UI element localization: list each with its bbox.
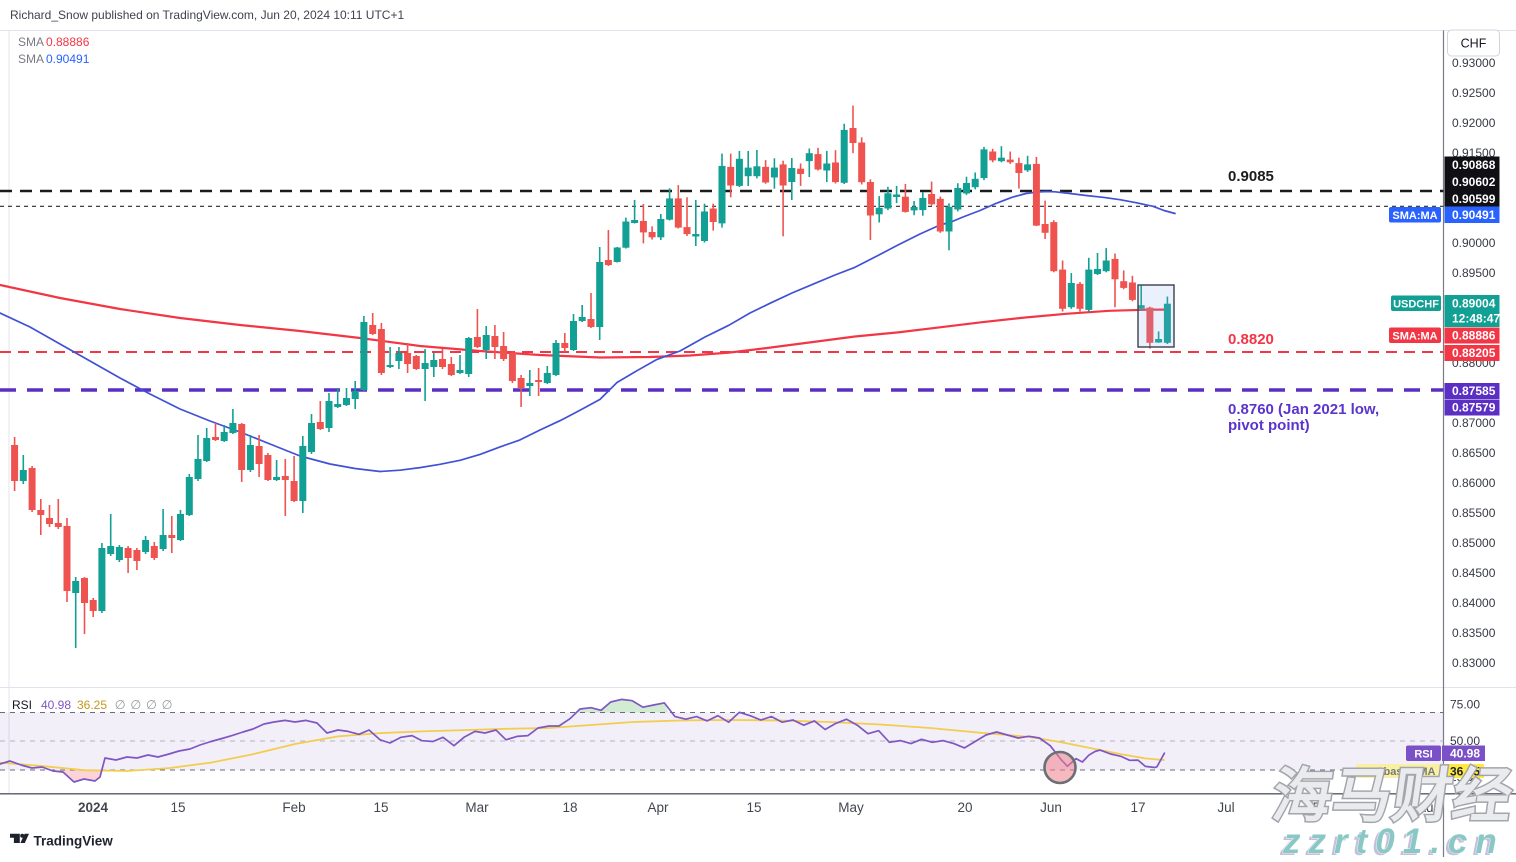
svg-text:15: 15 (373, 800, 388, 815)
svg-text:40.98: 40.98 (41, 698, 71, 712)
svg-text:0.88205: 0.88205 (1452, 346, 1496, 360)
svg-text:0.87585: 0.87585 (1452, 384, 1496, 398)
svg-text:17: 17 (1130, 800, 1145, 815)
svg-text:0.83500: 0.83500 (1452, 626, 1496, 640)
svg-text:Jul: Jul (1217, 800, 1234, 815)
svg-text:RSI-based MA: RSI-based MA (1362, 766, 1436, 778)
svg-text:USDCHF: USDCHF (1393, 298, 1439, 310)
svg-text:∅: ∅ (115, 698, 126, 712)
svg-text:2024: 2024 (78, 800, 109, 815)
svg-text:SMA:MA: SMA:MA (1392, 330, 1437, 342)
svg-text:50.00: 50.00 (1450, 734, 1480, 748)
svg-text:0.92000: 0.92000 (1452, 116, 1496, 130)
svg-text:SMA: SMA (18, 35, 44, 49)
svg-text:20: 20 (957, 800, 972, 815)
svg-text:0.90599: 0.90599 (1452, 192, 1496, 206)
svg-text:∅: ∅ (162, 698, 173, 712)
svg-text:0.93000: 0.93000 (1452, 56, 1496, 70)
svg-text:海马财经: 海马财经 (1269, 762, 1516, 829)
svg-text:May: May (838, 800, 864, 815)
svg-text:zzrt01.cn: zzrt01.cn (1279, 824, 1502, 857)
svg-text:18: 18 (562, 800, 577, 815)
svg-text:SMA:MA: SMA:MA (1392, 210, 1437, 222)
svg-text:pivot point): pivot point) (1228, 417, 1310, 434)
svg-text:Feb: Feb (282, 800, 305, 815)
svg-text:0.90602: 0.90602 (1452, 175, 1496, 189)
svg-text:0.89500: 0.89500 (1452, 266, 1496, 280)
svg-text:15: 15 (170, 800, 185, 815)
svg-text:0.90491: 0.90491 (46, 52, 90, 66)
svg-text:0.85000: 0.85000 (1452, 536, 1496, 550)
svg-text:Aug: Aug (1417, 800, 1441, 815)
svg-text:0.84000: 0.84000 (1452, 596, 1496, 610)
svg-text:0.87579: 0.87579 (1452, 401, 1496, 415)
svg-text:TradingView: TradingView (34, 834, 114, 849)
svg-text:zzrt01.cn: zzrt01.cn (1282, 822, 1505, 857)
svg-text:15: 15 (1305, 800, 1320, 815)
svg-text:0.8760 (Jan 2021 low,: 0.8760 (Jan 2021 low, (1228, 401, 1379, 418)
svg-text:Richard_Snow published on Trad: Richard_Snow published on TradingView.co… (10, 8, 404, 22)
svg-text:36.25: 36.25 (1450, 765, 1480, 779)
svg-text:SMA: SMA (18, 52, 44, 66)
svg-text:RSI: RSI (1414, 748, 1432, 760)
svg-text:0.85500: 0.85500 (1452, 506, 1496, 520)
svg-text:CHF: CHF (1461, 37, 1487, 51)
svg-text:0.90000: 0.90000 (1452, 236, 1496, 250)
svg-text:75.00: 75.00 (1450, 697, 1480, 711)
svg-text:0.83000: 0.83000 (1452, 656, 1496, 670)
svg-text:Mar: Mar (465, 800, 489, 815)
svg-text:0.84500: 0.84500 (1452, 566, 1496, 580)
svg-text:0.88886: 0.88886 (46, 35, 90, 49)
svg-text:36.25: 36.25 (77, 698, 107, 712)
svg-text:0.88886: 0.88886 (1452, 329, 1496, 343)
svg-text:∅: ∅ (130, 698, 141, 712)
svg-text:0.90868: 0.90868 (1452, 158, 1496, 172)
svg-text:15: 15 (746, 800, 761, 815)
svg-text:Apr: Apr (647, 800, 669, 815)
svg-text:40.98: 40.98 (1450, 747, 1480, 761)
svg-text:0.89004: 0.89004 (1452, 297, 1496, 311)
svg-text:0.8820: 0.8820 (1228, 331, 1274, 348)
svg-text:0.86500: 0.86500 (1452, 446, 1496, 460)
svg-text:∅: ∅ (146, 698, 157, 712)
svg-text:Jun: Jun (1040, 800, 1062, 815)
svg-text:RSI: RSI (12, 698, 32, 712)
svg-text:0.87000: 0.87000 (1452, 416, 1496, 430)
svg-text:0.90491: 0.90491 (1452, 208, 1496, 222)
svg-text:0.86000: 0.86000 (1452, 476, 1496, 490)
svg-text:0.92500: 0.92500 (1452, 86, 1496, 100)
svg-text:12:48:47: 12:48:47 (1452, 312, 1500, 326)
svg-text:0.9085: 0.9085 (1228, 168, 1274, 185)
